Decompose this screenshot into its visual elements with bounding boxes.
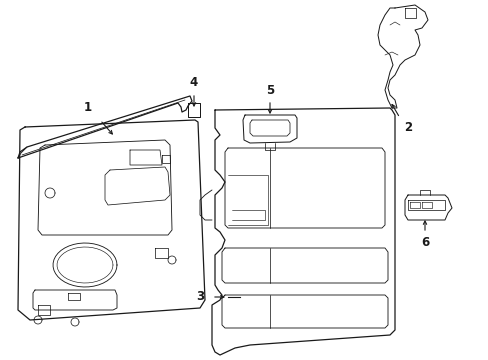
Text: 3: 3 <box>196 291 203 303</box>
Text: 4: 4 <box>189 76 198 89</box>
Text: 2: 2 <box>403 121 411 135</box>
Text: 1: 1 <box>84 102 92 114</box>
Text: 5: 5 <box>265 84 274 96</box>
Text: 6: 6 <box>420 237 428 249</box>
